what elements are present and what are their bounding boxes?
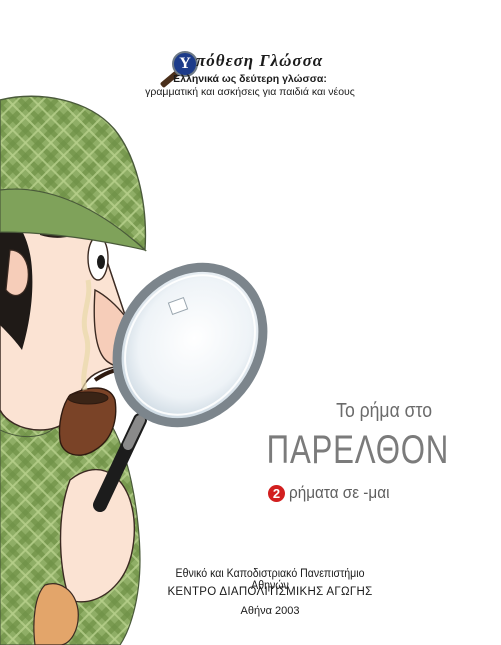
- series-subtitle-1: Ελληνικά ως δεύτερη γλώσσα:: [173, 73, 327, 85]
- chapter-heading: 2 ρήματα σε -μαι: [262, 483, 432, 505]
- book-title: ΠΑΡΕΛΘΟΝ: [266, 428, 450, 472]
- magnifier-icon: Υ: [172, 51, 198, 77]
- pipe: [58, 387, 117, 456]
- logo-lens-letter: Υ: [179, 55, 191, 72]
- publisher-center: ΚΕΝΤΡΟ ΔΙΑΠΟΛΙΤΙΣΜΙΚΗΣ ΑΓΩΓΗΣ: [167, 586, 373, 598]
- book-subtitle: Το ρήμα στο: [336, 400, 432, 422]
- publisher-university: Εθνικό και Καποδιστριακό Πανεπιστήμιο Αθ…: [175, 568, 365, 592]
- publisher-place-year: Αθήνα 2003: [240, 605, 300, 617]
- chapter-label: ρήματα σε -μαι: [289, 483, 390, 502]
- chapter-number-badge: 2: [268, 485, 285, 502]
- series-logo: Υ πόθεση Γλώσσα Ελληνικά ως δεύτερη γλώσ…: [145, 50, 355, 102]
- magnifier-lens: [112, 262, 268, 428]
- series-subtitle-2: γραμματική και ασκήσεις για παιδιά και ν…: [145, 86, 355, 98]
- series-title: πόθεση Γλώσσα: [196, 51, 324, 70]
